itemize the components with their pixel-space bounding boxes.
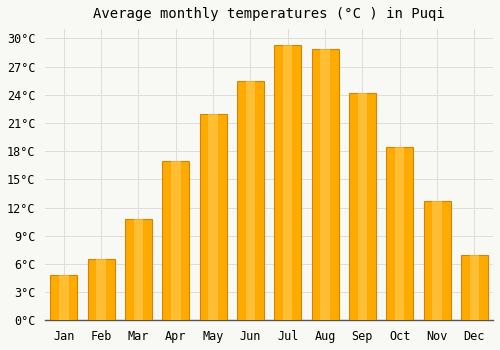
Bar	[395, 147, 404, 320]
Bar	[134, 219, 143, 320]
Bar	[312, 49, 338, 320]
Title: Average monthly temperatures (°C ) in Puqi: Average monthly temperatures (°C ) in Pu…	[93, 7, 445, 21]
Bar	[274, 45, 301, 320]
Bar	[358, 93, 367, 320]
Bar	[50, 275, 78, 320]
Bar	[208, 114, 218, 320]
Bar	[432, 201, 442, 320]
Bar	[246, 81, 255, 320]
Bar	[171, 161, 180, 320]
Bar	[59, 275, 69, 320]
Bar	[200, 114, 226, 320]
Bar	[349, 93, 376, 320]
Bar	[470, 254, 479, 320]
Bar	[88, 259, 115, 320]
Bar	[237, 81, 264, 320]
Bar	[461, 254, 488, 320]
Bar	[162, 161, 189, 320]
Bar	[320, 49, 330, 320]
Bar	[125, 219, 152, 320]
Bar	[96, 259, 106, 320]
Bar	[283, 45, 292, 320]
Bar	[386, 147, 413, 320]
Bar	[424, 201, 450, 320]
